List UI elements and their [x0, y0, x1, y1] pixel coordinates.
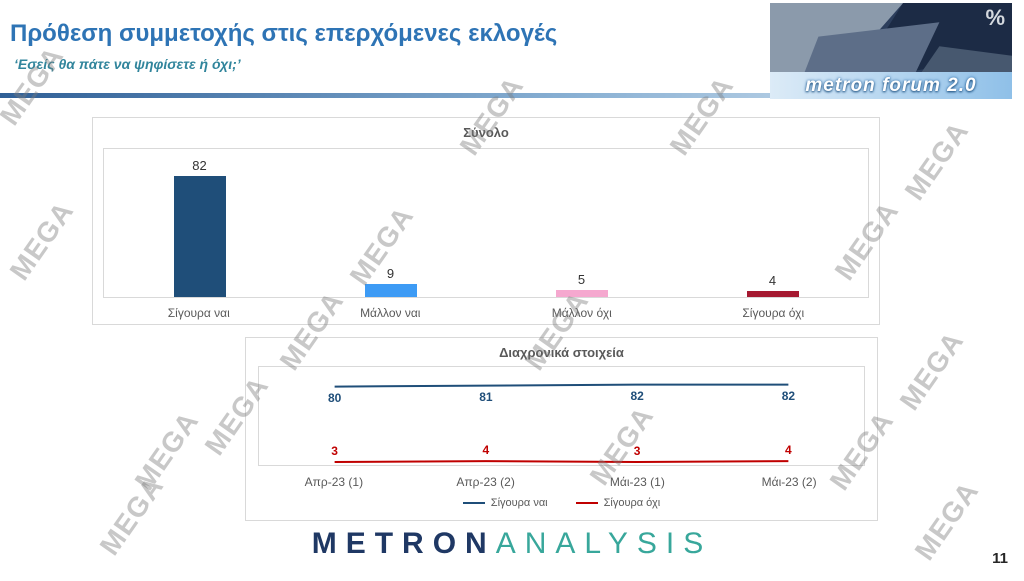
bar-category-axis: Σίγουρα ναι Μάλλον ναι Μάλλον όχι Σίγουρ…: [103, 306, 869, 320]
brand-analysis: ANALYSIS: [495, 527, 713, 560]
bar-sigoura-nai: [173, 175, 226, 297]
bar-column: 9: [295, 149, 486, 297]
legend-line-swatch: [575, 502, 598, 504]
data-label: 3: [331, 444, 338, 459]
category-label: Μάλλον όχι: [551, 306, 612, 320]
category-label: Σίγουρα ναι: [167, 306, 230, 320]
legend-line-swatch: [462, 502, 485, 504]
trend-line-chart-card: Διαχρονικά στοιχεία 80 81 82 82 3 4 3 4 …: [245, 337, 878, 521]
bar-mallon-ochi: [555, 289, 608, 297]
line-chart-plot-area: 80 81 82 82 3 4 3 4: [258, 366, 865, 466]
data-label: 82: [781, 388, 796, 403]
legend-label: Σίγουρα ναι: [490, 497, 548, 509]
category-label: Απρ-23 (1): [304, 475, 364, 489]
line-chart-title: Διαχρονικά στοιχεία: [499, 345, 624, 360]
data-label: 4: [482, 443, 490, 458]
percent-icon: %: [985, 5, 1005, 30]
bar-sigoura-ochi: [746, 291, 799, 297]
metron-analysis-logo: METRONANALYSIS: [0, 527, 1024, 561]
data-label: 3: [633, 444, 641, 459]
chart-legend: Σίγουρα ναι Σίγουρα όχι: [246, 497, 877, 509]
bar-chart-title: Σύνολο: [463, 125, 509, 140]
bar-value-label: 5: [577, 271, 586, 287]
bar-column: 82: [104, 149, 295, 297]
bar-mallon-nai: [364, 283, 417, 297]
data-label: 81: [479, 389, 493, 404]
bar-column: 5: [486, 149, 677, 297]
mega-watermark: MEGA: [898, 115, 975, 206]
mega-watermark: MEGA: [3, 195, 80, 286]
legend-item: Σίγουρα όχι: [575, 497, 661, 509]
category-label: Απρ-23 (2): [456, 475, 515, 489]
legend-item: Σίγουρα ναι: [462, 497, 548, 509]
logo-text: metron forum 2.0: [805, 74, 977, 96]
logo-banner: metron forum 2.0: [770, 72, 1012, 99]
mega-watermark: MEGA: [128, 405, 205, 496]
metron-forum-logo: % metron forum 2.0: [770, 3, 1012, 99]
category-label: Μάι-23 (2): [761, 475, 817, 489]
page-title: Πρόθεση συμμετοχής στις επερχόμενες εκλο…: [10, 20, 558, 47]
bar-value-label: 82: [192, 157, 207, 173]
category-label: Μάι-23 (1): [609, 475, 665, 489]
data-label: 80: [327, 390, 342, 405]
data-label: 82: [630, 388, 644, 403]
legend-label: Σίγουρα όχι: [603, 497, 661, 509]
bar-value-label: 9: [386, 265, 395, 281]
line-category-axis: Απρ-23 (1) Απρ-23 (2) Μάι-23 (1) Μάι-23 …: [258, 475, 865, 489]
header-divider: [0, 93, 1012, 98]
bar-value-label: 4: [768, 273, 777, 289]
mega-watermark: MEGA: [0, 40, 70, 131]
data-label: 4: [785, 443, 792, 458]
bar-chart-plot-area: 82 9 5 4: [103, 148, 869, 298]
total-bar-chart-card: Σύνολο 82 9 5 4 Σίγουρα ναι Μάλλον ναι Μ…: [92, 117, 880, 325]
page-number: 11: [992, 550, 1008, 567]
mega-watermark: MEGA: [893, 325, 970, 416]
category-label: Σίγουρα όχι: [742, 306, 805, 320]
bar-column: 4: [677, 149, 868, 297]
category-label: Μάλλον ναι: [360, 306, 421, 320]
page-subtitle: ‘Εσείς θα πάτε να ψηφίσετε ή όχι;’: [14, 56, 241, 72]
line-series-svg: [259, 367, 864, 465]
brand-metron: METRON: [311, 527, 496, 560]
